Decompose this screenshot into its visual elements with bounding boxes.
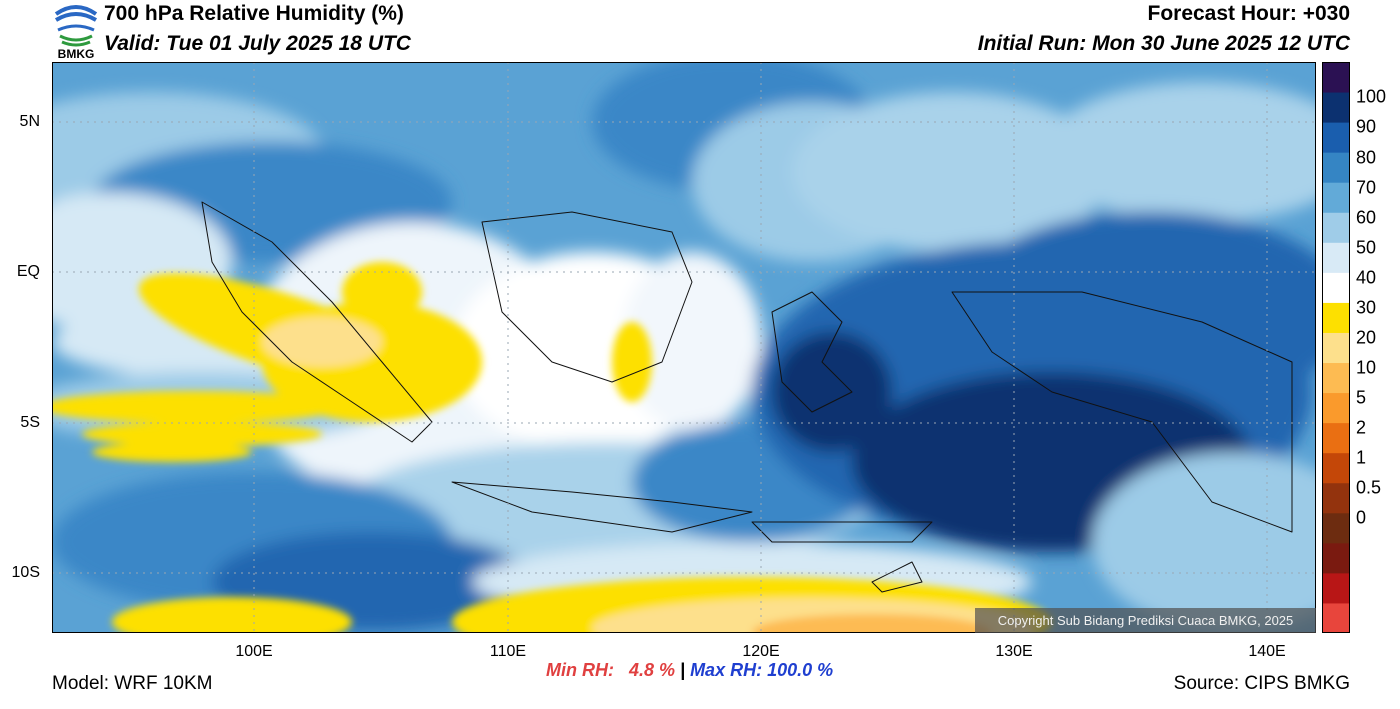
colorbar-swatch <box>1322 602 1350 633</box>
colorbar-swatch <box>1322 452 1350 484</box>
colorbar-label: 10 <box>1356 357 1377 378</box>
colorbar-label: 60 <box>1356 207 1377 228</box>
lon-label-140e: 140E <box>1248 643 1286 660</box>
colorbar-label: 30 <box>1356 297 1377 318</box>
colorbar-label: 0 <box>1356 507 1367 528</box>
graticule <box>52 62 1316 633</box>
colorbar-swatch <box>1322 212 1350 243</box>
lon-label-110e: 110E <box>489 643 527 660</box>
valid-time: Valid: Tue 01 July 2025 18 UTC <box>104 32 411 55</box>
humidity-map <box>52 62 1316 633</box>
colorbar-label: 2 <box>1356 417 1367 438</box>
colorbar-swatch <box>1322 332 1350 364</box>
colorbar-swatch <box>1322 542 1350 574</box>
lon-label-120e: 120E <box>742 643 780 660</box>
colorbar-label: 20 <box>1356 327 1377 348</box>
colorbar-swatch <box>1322 302 1350 333</box>
map-frame <box>52 62 1316 633</box>
initial-run: Initial Run: Mon 30 June 2025 12 UTC <box>977 32 1350 55</box>
copyright-notice: Copyright Sub Bidang Prediksi Cuaca BMKG… <box>975 608 1316 633</box>
colorbar <box>1322 62 1350 633</box>
colorbar-swatch <box>1322 182 1350 213</box>
colorbar-label: 100 <box>1356 86 1387 107</box>
forecast-hour: Forecast Hour: +030 <box>1147 2 1351 25</box>
lon-label-100e: 100E <box>235 643 273 660</box>
model-label: Model: WRF 10KM <box>52 673 213 694</box>
colorbar-label: 80 <box>1356 147 1377 167</box>
colorbar-swatch <box>1322 572 1350 604</box>
colorbar-swatch <box>1322 62 1350 93</box>
colorbar-label: 0.5 <box>1356 477 1382 498</box>
colorbar-swatch <box>1322 242 1350 273</box>
lat-label-eq: EQ <box>16 263 40 280</box>
stats-separator: | <box>675 660 691 680</box>
colorbar-swatch <box>1322 512 1350 544</box>
colorbar-label: 70 <box>1356 177 1377 198</box>
max-rh: Max RH: 100.0 % <box>690 660 834 680</box>
svg-text:BMKG: BMKG <box>58 47 95 60</box>
lat-label-10s: 10S <box>11 564 40 581</box>
colorbar-swatch <box>1322 122 1350 153</box>
colorbar-label: 40 <box>1356 267 1377 288</box>
colorbar-swatch <box>1322 482 1350 514</box>
colorbar-swatch <box>1322 92 1350 123</box>
colorbar-swatch <box>1322 362 1350 394</box>
min-rh: Min RH: 4.8 % <box>546 660 676 680</box>
colorbar-label: 5 <box>1356 387 1367 408</box>
lat-label-5n: 5N <box>19 113 40 130</box>
lon-label-130e: 130E <box>995 643 1033 660</box>
source-label: Source: CIPS BMKG <box>1173 673 1350 694</box>
rh-stats: Min RH: 4.8 % | Max RH: 100.0 % <box>546 660 833 681</box>
bmkg-logo-icon: BMKG <box>54 5 98 60</box>
colorbar-swatch <box>1322 392 1350 424</box>
map-title: 700 hPa Relative Humidity (%) <box>104 2 404 25</box>
lat-label-5s: 5S <box>20 414 40 431</box>
colorbar-swatch <box>1322 152 1350 183</box>
colorbar-swatch <box>1322 422 1350 454</box>
colorbar-label: 90 <box>1356 116 1377 137</box>
coastlines <box>201 201 1293 593</box>
colorbar-label: 50 <box>1356 237 1377 258</box>
colorbar-label: 1 <box>1356 447 1367 468</box>
colorbar-swatch <box>1322 272 1350 303</box>
